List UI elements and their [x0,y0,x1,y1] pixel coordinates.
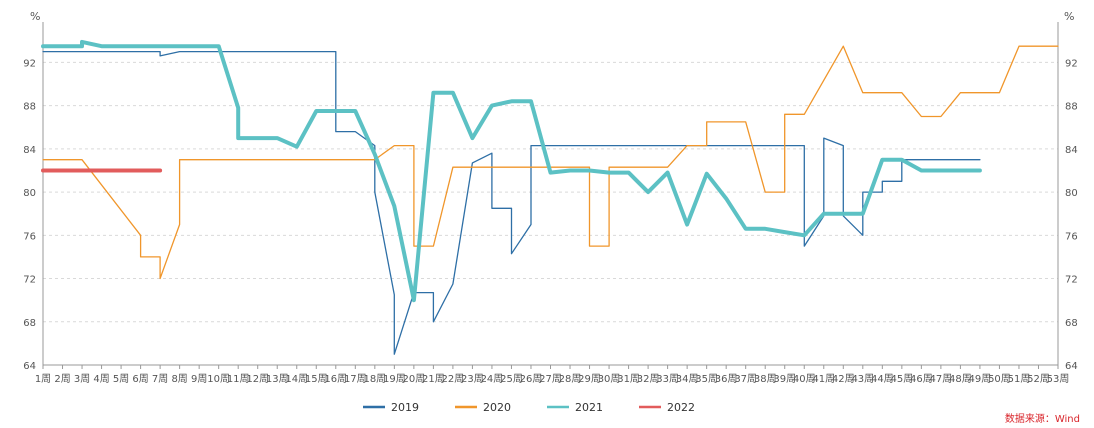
y-tick-label-left: 88 [23,102,36,113]
x-tick-label: 50周 [988,373,1011,385]
x-tick-label: 7周 [152,373,168,385]
y-tick-label-left: 68 [23,318,36,329]
x-tick-label: 19周 [383,373,406,385]
x-tick-label: 20周 [402,373,425,385]
y-tick-label-left: 80 [23,188,36,199]
x-tick-label: 1周 [35,373,51,385]
x-tick-label: 45周 [890,373,913,385]
x-tick-label: 32周 [637,373,660,385]
x-tick-label: 22周 [442,373,465,385]
x-tick-label: 51周 [1008,373,1031,385]
x-tick-label: 9周 [191,373,207,385]
x-tick-label: 49周 [969,373,992,385]
axes: 64 64 68 68 72 72 76 76 80 80 84 84 88 88 92 92 1周 2周 3周 4周… [23,22,1078,385]
y-tick-label-right: 64 [1065,361,1078,372]
y-tick-label-left: 92 [23,58,36,69]
x-tick-label: 43周 [851,373,874,385]
right-unit-label: % [1064,10,1074,23]
x-tick-label: 13周 [266,373,289,385]
y-tick-label-right: 72 [1065,275,1078,286]
y-tick-label-left: 72 [23,275,36,286]
x-tick-label: 25周 [500,373,523,385]
x-tick-label: 4周 [93,373,109,385]
x-tick-label: 46周 [910,373,933,385]
x-tick-label: 15周 [305,373,328,385]
x-tick-label: 39周 [773,373,796,385]
y-tick-label-left: 76 [23,231,36,242]
x-tick-label: 52周 [1027,373,1050,385]
legend-label: 2020 [483,401,511,414]
x-tick-label: 31周 [617,373,640,385]
y-tick-label-left: 64 [23,361,36,372]
x-tick-label: 40周 [793,373,816,385]
y-tick-label-right: 80 [1065,188,1078,199]
x-tick-label: 35周 [695,373,718,385]
x-tick-label: 10周 [207,373,230,385]
x-tick-label: 17周 [344,373,367,385]
x-tick-label: 3周 [74,373,90,385]
x-tick-label: 47周 [930,373,953,385]
x-tick-label: 27周 [539,373,562,385]
left-unit-label: % [30,10,40,23]
x-tick-label: 24周 [481,373,504,385]
x-tick-label: 37周 [734,373,757,385]
source-note: 数据来源：Wind [1005,412,1080,425]
x-tick-label: 6周 [132,373,148,385]
y-tick-label-right: 92 [1065,58,1078,69]
x-tick-label: 53周 [1047,373,1070,385]
y-tick-label-right: 88 [1065,102,1078,113]
legend-item-2019[interactable]: 2019 [363,401,419,414]
x-tick-label: 12周 [246,373,269,385]
x-tick-label: 18周 [363,373,386,385]
legend-label: 2019 [391,401,419,414]
x-tick-label: 5周 [113,373,129,385]
y-tick-label-right: 76 [1065,231,1078,242]
x-tick-label: 44周 [871,373,894,385]
x-tick-label: 28周 [559,373,582,385]
x-tick-label: 8周 [171,373,187,385]
x-tick-label: 33周 [656,373,679,385]
x-tick-label: 2周 [54,373,70,385]
x-tick-label: 38周 [754,373,777,385]
legend-label: 2021 [575,401,603,414]
legend-item-2022[interactable]: 2022 [639,401,695,414]
x-tick-label: 36周 [715,373,738,385]
x-tick-label: 48周 [949,373,972,385]
x-tick-label: 34周 [676,373,699,385]
y-tick-label-right: 68 [1065,318,1078,329]
legend[interactable]: 2019 2020 2021 2022 [363,401,695,414]
legend-item-2021[interactable]: 2021 [547,401,603,414]
x-tick-label: 26周 [520,373,543,385]
series-line-2019 [42,50,981,355]
series-line-2020 [42,45,1059,280]
grid-lines [43,61,1058,366]
series-line-2021 [41,39,982,303]
x-tick-label: 29周 [578,373,601,385]
x-tick-label: 41周 [812,373,835,385]
x-tick-label: 21周 [422,373,445,385]
x-tick-label: 42周 [832,373,855,385]
y-tick-label-left: 84 [23,145,36,156]
x-tick-label: 16周 [324,373,347,385]
x-tick-label: 23周 [461,373,484,385]
y-tick-label-right: 84 [1065,145,1078,156]
x-tick-label: 11周 [227,373,250,385]
legend-item-2020[interactable]: 2020 [455,401,511,414]
legend-label: 2022 [667,401,695,414]
series-lines [41,39,1059,355]
x-tick-label: 14周 [285,373,308,385]
x-tick-label: 30周 [598,373,621,385]
